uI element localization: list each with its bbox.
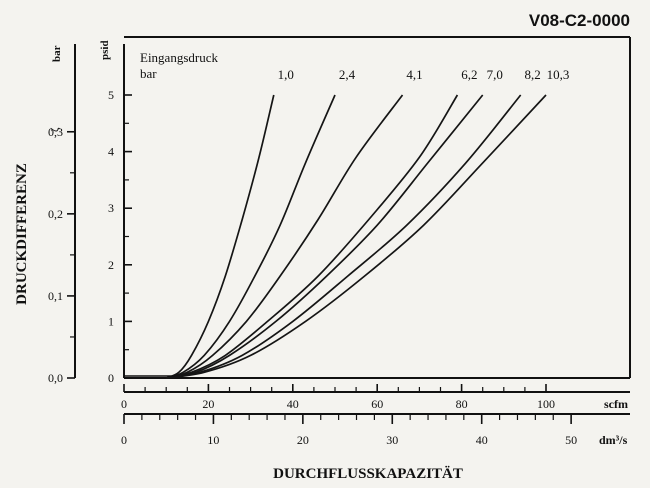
series-label: 4,1: [406, 67, 422, 82]
y-axis-title: DRUCKDIFFERENZ: [14, 163, 30, 305]
scfm-tick-label: 80: [456, 397, 468, 411]
dm3s-tick-label: 30: [386, 433, 398, 447]
series-curve: [166, 94, 547, 379]
dm3s-tick-label: 10: [207, 433, 219, 447]
bar-tick-label: 0,1: [48, 289, 63, 303]
series-label: 7,0: [487, 67, 503, 82]
series-curve: [165, 94, 404, 379]
series-curve: [165, 94, 275, 379]
bar-tick-label: 0,2: [48, 207, 63, 221]
scfm-tick-label: 100: [537, 397, 555, 411]
psid-tick-label: 1: [108, 314, 114, 328]
series-curve: [166, 94, 522, 379]
series-label: 2,4: [339, 67, 356, 82]
dm3s-unit-label: dm³/s: [599, 433, 628, 447]
legend-unit: bar: [140, 66, 157, 81]
psid-tick-label: 3: [108, 201, 114, 215]
psid-tick-label: 2: [108, 258, 114, 272]
scfm-tick-label: 0: [121, 397, 127, 411]
dm3s-tick-label: 0: [121, 433, 127, 447]
psid-tick-label: 0: [108, 371, 114, 385]
psid-tick-label: 5: [108, 88, 114, 102]
series-label: 10,3: [547, 67, 570, 82]
ticks-layer: [67, 94, 572, 424]
scfm-tick-label: 20: [202, 397, 214, 411]
series-layer: [124, 94, 547, 379]
series-curve: [165, 94, 336, 379]
bar-tick-label: 0,0: [48, 371, 63, 385]
scfm-unit-label: scfm: [604, 397, 628, 411]
labels-layer: 0 1 2 3 4 5 0,0 0,1 0,2 0,3 0 20 40 60 80 100 0 10 20 30 40 5…: [48, 67, 577, 447]
psid-tick-label: 4: [108, 145, 114, 159]
psid-unit-label: psid: [99, 40, 111, 60]
chart-title: V08-C2-0000: [529, 11, 630, 30]
series-curve: [166, 94, 484, 379]
x-axis-title: DURCHFLUSSKAPAZITÄT: [273, 466, 463, 482]
series-label: 6,2: [461, 67, 477, 82]
bar-unit-label: bar: [51, 45, 63, 62]
dm3s-tick-label: 20: [297, 433, 309, 447]
dm3s-tick-label: 40: [476, 433, 488, 447]
legend-title: Eingangsdruck: [140, 50, 218, 65]
scfm-tick-label: 40: [287, 397, 299, 411]
dm3s-tick-label: 50: [565, 433, 577, 447]
series-curve: [166, 94, 459, 379]
series-label: 8,2: [525, 67, 541, 82]
series-label: 1,0: [278, 67, 294, 82]
bar-tick-label: 0,3: [48, 125, 63, 139]
bar-axis-glyph: ζ: [49, 127, 61, 132]
scfm-tick-label: 60: [371, 397, 383, 411]
